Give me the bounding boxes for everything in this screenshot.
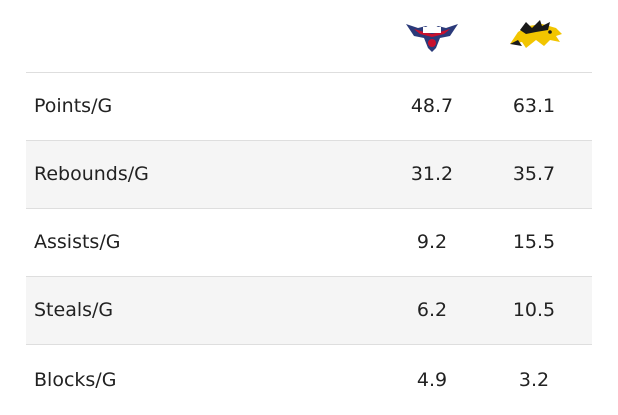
team-a-value: 31.2 [410,163,454,185]
stat-label: Points/G [34,95,113,117]
team-a-value: 6.2 [416,299,448,321]
stat-row-rebounds: Rebounds/G 31.2 35.7 [26,141,592,209]
stat-row-assists: Assists/G 9.2 15.5 [26,209,592,277]
stat-label: Assists/G [34,231,121,253]
team-stats-comparison-table: Points/G 48.7 63.1 Rebounds/G 31.2 35.7 … [26,0,592,405]
stat-row-points: Points/G 48.7 63.1 [26,73,592,141]
stat-label: Rebounds/G [34,163,149,185]
stat-row-steals: Steals/G 6.2 10.5 [26,277,592,345]
team-a-value: 48.7 [410,95,454,117]
stat-label: Blocks/G [34,369,117,391]
team-a-value: 4.9 [416,369,448,391]
mustang-logo-icon [506,18,562,54]
falcons-logo-icon [404,18,460,54]
table-header-row [26,0,592,73]
stat-row-blocks: Blocks/G 4.9 3.2 [26,345,592,405]
team-b-value: 35.7 [512,163,556,185]
team-b-value: 3.2 [518,369,550,391]
team-b-value: 63.1 [512,95,556,117]
team-b-value: 10.5 [512,299,556,321]
stat-label: Steals/G [34,299,114,321]
team-b-value: 15.5 [512,231,556,253]
team-a-value: 9.2 [416,231,448,253]
